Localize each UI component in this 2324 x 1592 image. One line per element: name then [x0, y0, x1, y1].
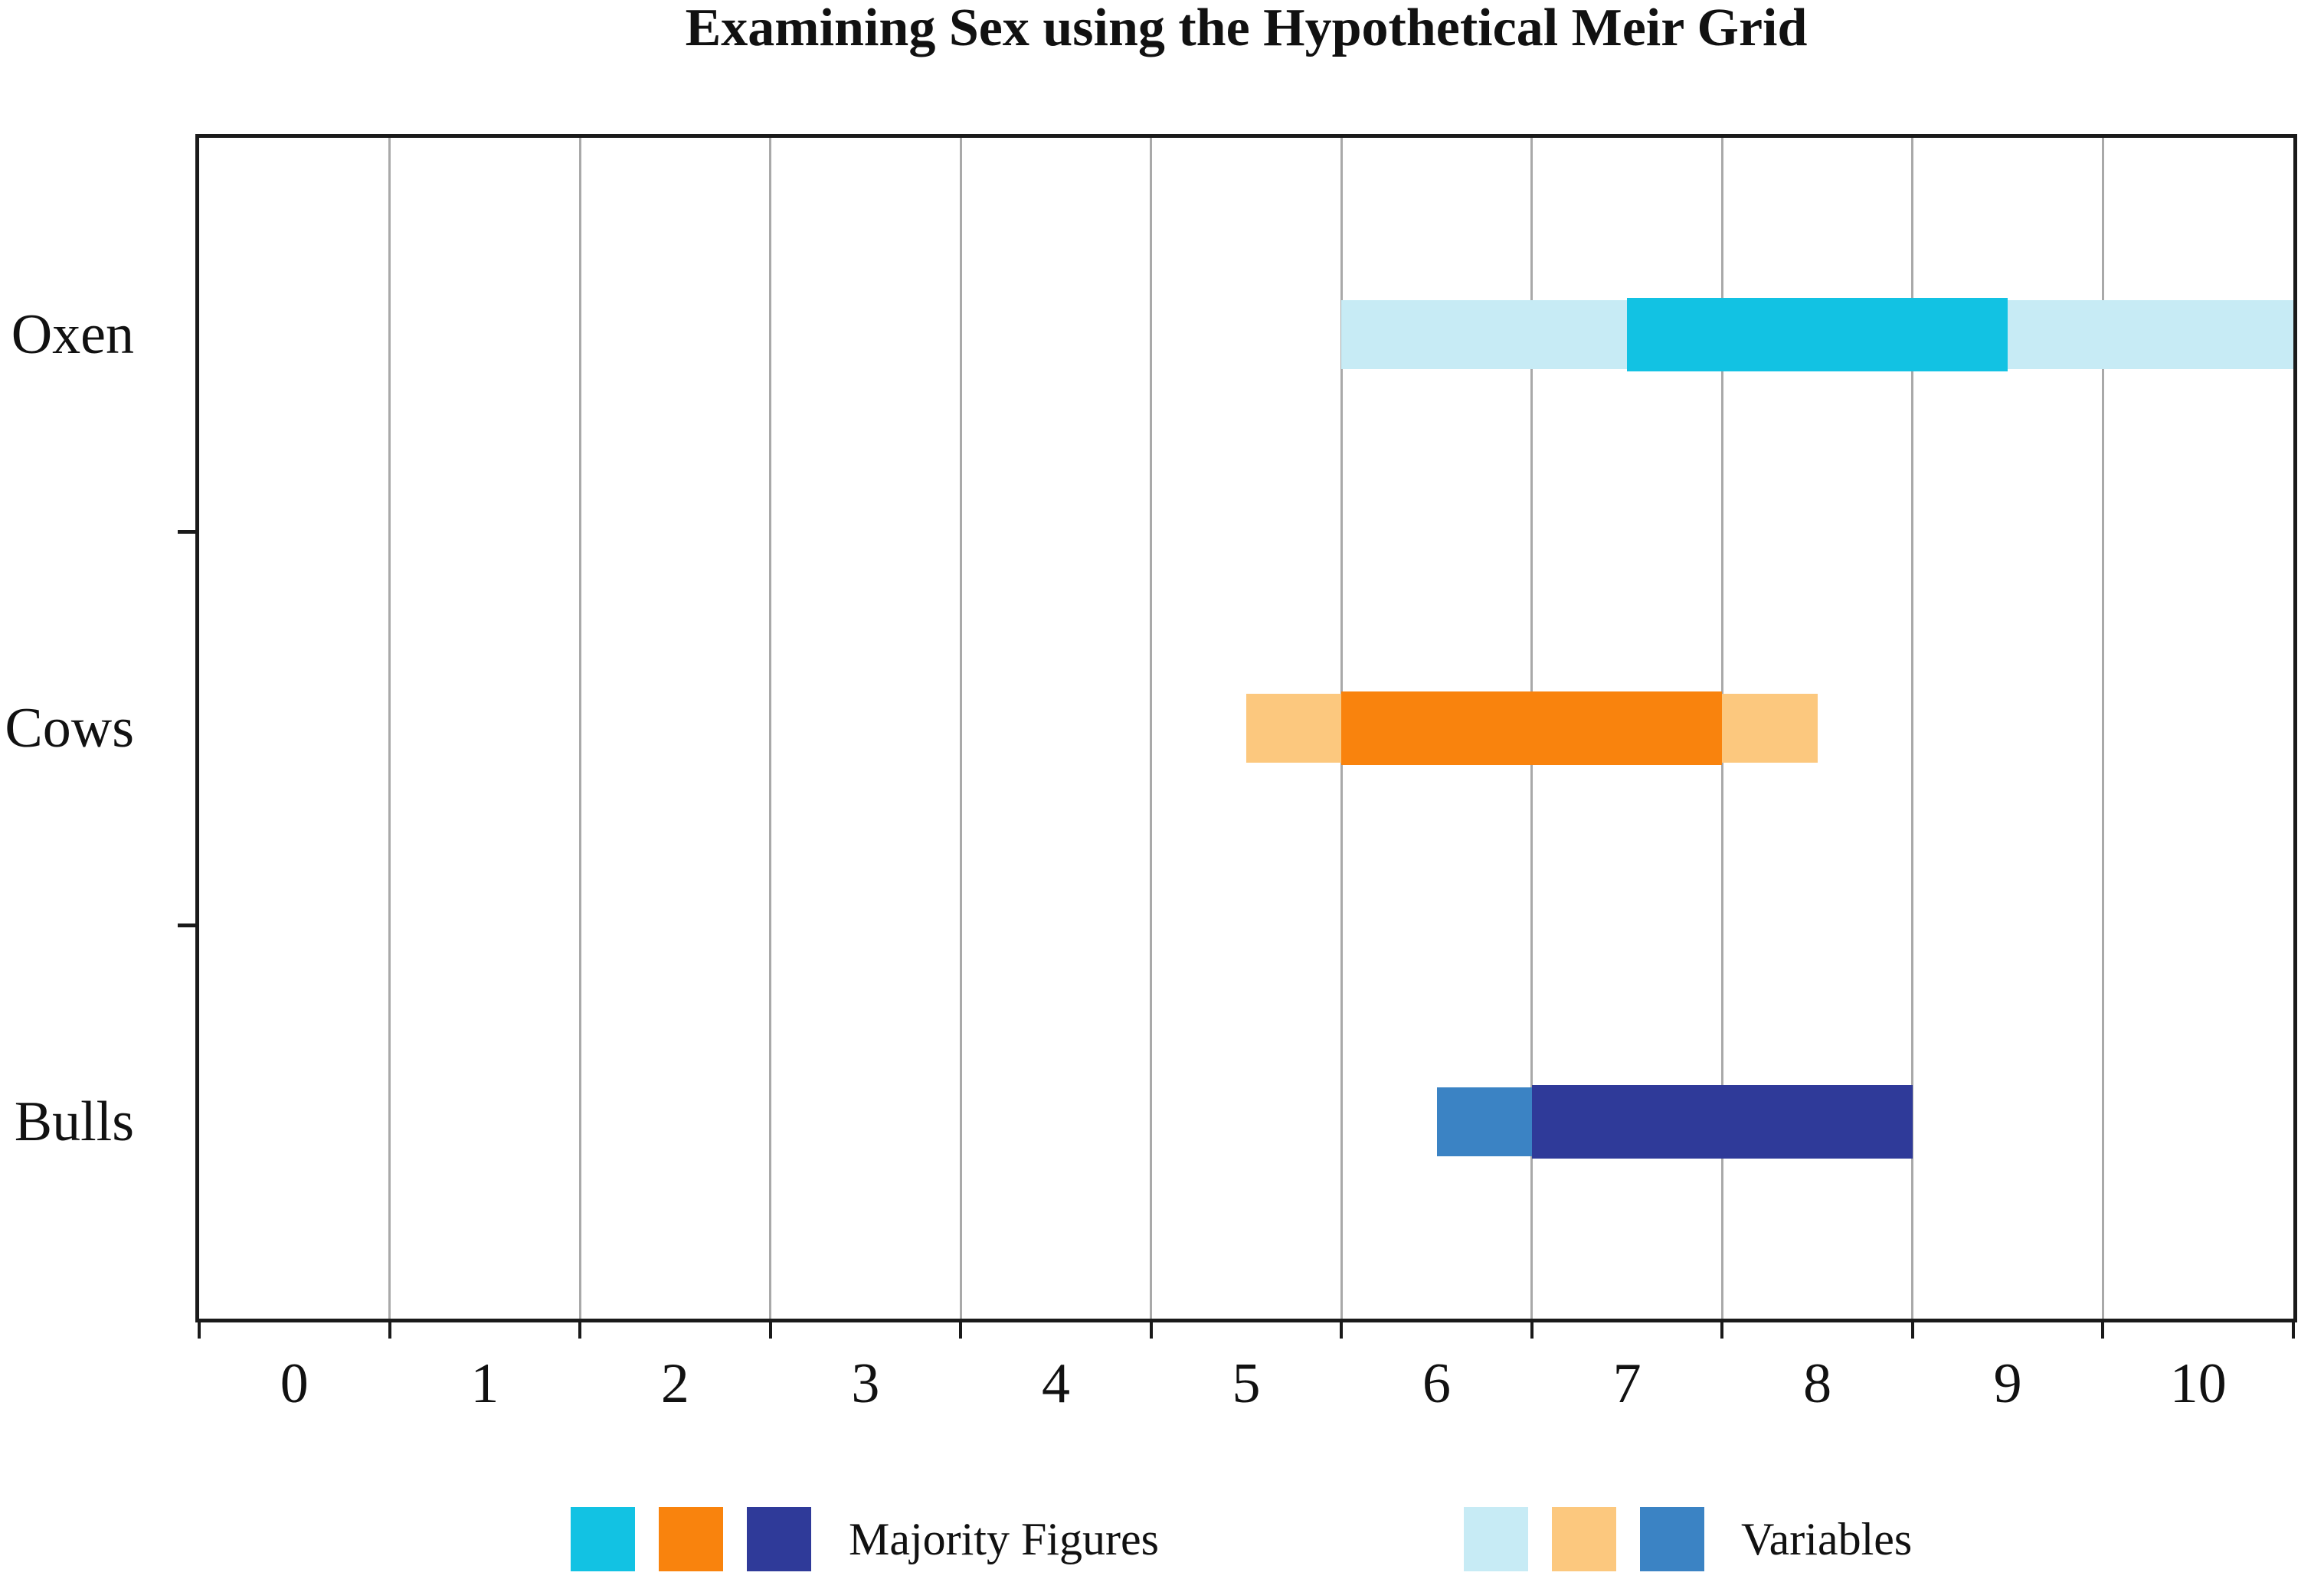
legend-swatch	[747, 1507, 811, 1571]
x-tick-mark	[1910, 1319, 1914, 1339]
x-tick-label: 0	[280, 1352, 309, 1415]
vertical-gridline	[578, 138, 581, 1319]
x-tick-label: 2	[660, 1352, 689, 1415]
x-tick-label: 1	[470, 1352, 499, 1415]
vertical-gridline	[769, 138, 772, 1319]
x-tick-label: 9	[1993, 1352, 2022, 1415]
legend-swatch	[571, 1507, 635, 1571]
legend-swatch	[1464, 1507, 1528, 1571]
y-tick-mark	[178, 923, 199, 927]
x-tick-mark	[388, 1319, 391, 1339]
chart-title: Examining Sex using the Hypothetical Mei…	[685, 0, 1808, 57]
x-tick-mark	[1340, 1319, 1344, 1339]
x-tick-mark	[1530, 1319, 1534, 1339]
category-label-bulls: Bulls	[14, 1090, 134, 1153]
bar-bulls-variables	[1436, 1087, 1532, 1156]
x-tick-label: 10	[2169, 1352, 2227, 1415]
x-tick-mark	[2101, 1319, 2105, 1339]
bar-bulls-majority-figures	[1531, 1085, 1913, 1159]
x-tick-mark	[578, 1319, 582, 1339]
bar-cows-majority-figures	[1341, 691, 1723, 765]
x-tick-label: 7	[1612, 1352, 1642, 1415]
legend-label-majority-figures: Majority Figures	[849, 1514, 1159, 1564]
vertical-gridline	[959, 138, 962, 1319]
plot-area	[199, 138, 2293, 1319]
plot-frame	[195, 134, 2297, 1322]
x-tick-mark	[959, 1319, 963, 1339]
x-tick-label: 8	[1803, 1352, 1832, 1415]
legend-swatch	[1640, 1507, 1704, 1571]
category-label-oxen: Oxen	[11, 303, 134, 366]
x-tick-mark	[1720, 1319, 1724, 1339]
legend-label-variables: Variables	[1741, 1514, 1913, 1564]
y-tick-mark	[178, 529, 199, 534]
x-tick-mark	[768, 1319, 772, 1339]
x-tick-label: 4	[1041, 1352, 1070, 1415]
x-tick-mark	[2292, 1319, 2295, 1339]
x-tick-mark	[198, 1319, 201, 1339]
vertical-gridline	[1911, 138, 1914, 1319]
vertical-gridline	[388, 138, 391, 1319]
legend-swatch	[659, 1507, 723, 1571]
x-tick-mark	[1149, 1319, 1153, 1339]
bar-oxen-majority-figures	[1627, 298, 2008, 371]
x-tick-label: 3	[851, 1352, 880, 1415]
vertical-gridline	[2101, 138, 2104, 1319]
x-tick-label: 5	[1232, 1352, 1261, 1415]
category-label-cows: Cows	[5, 697, 134, 760]
vertical-gridline	[1150, 138, 1153, 1319]
x-tick-label: 6	[1422, 1352, 1452, 1415]
legend-swatch	[1552, 1507, 1616, 1571]
